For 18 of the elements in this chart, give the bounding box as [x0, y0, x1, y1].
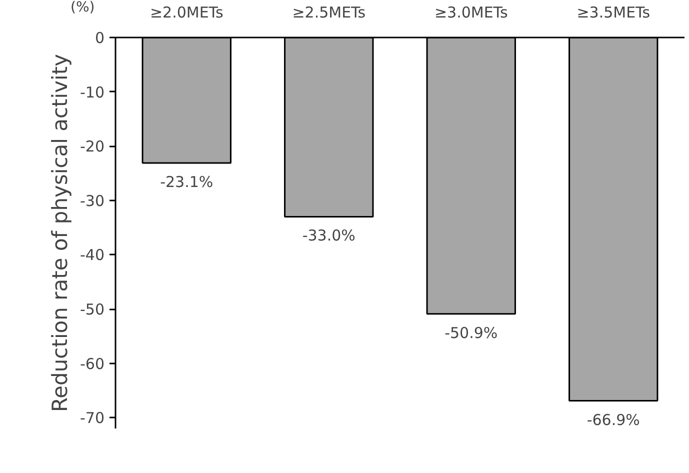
- y-tick-label: -30: [80, 192, 104, 210]
- text: (%): [70, 0, 95, 16]
- y-tick-label: -10: [80, 83, 104, 102]
- y-axis-title: Reduction rate of physical activity: [48, 54, 72, 412]
- data-label: -66.9%: [586, 410, 640, 429]
- data-label: -33.0%: [302, 226, 356, 245]
- y-tick-label: 0: [94, 29, 105, 47]
- y-tick-label: -70: [80, 409, 104, 428]
- y-tick-label: -40: [80, 246, 104, 264]
- data-label: -23.1%: [160, 172, 214, 191]
- y-tick-label: -60: [80, 354, 104, 373]
- data-label: -50.9%: [444, 324, 498, 342]
- x-tick-label: ≥2.5METs: [292, 4, 366, 22]
- y-tick-label: -50: [80, 300, 104, 319]
- x-tick-label: ≥2.0METs: [150, 4, 224, 22]
- x-tick-label: ≥3.5METs: [576, 4, 650, 22]
- x-tick-label: ≥3.0METs: [434, 4, 508, 22]
- y-tick-label: -20: [80, 138, 104, 156]
